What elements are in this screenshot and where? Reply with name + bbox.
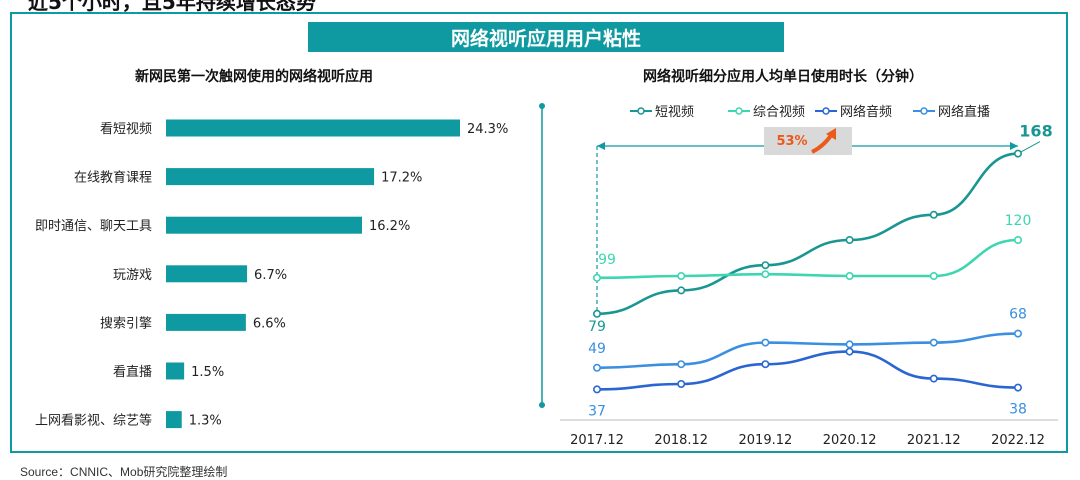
bar-category-label: 在线教育课程 bbox=[74, 170, 152, 186]
bar-value-label: 6.6% bbox=[253, 316, 286, 331]
series-line bbox=[596, 238, 1019, 280]
growth-bracket-arrow-left bbox=[597, 142, 605, 150]
series-data-label: 120 bbox=[1005, 213, 1032, 229]
data-point bbox=[1013, 236, 1022, 245]
series-data-label: 79 bbox=[588, 319, 606, 335]
series-data-label: 38 bbox=[1009, 402, 1027, 418]
content-frame bbox=[10, 12, 1068, 453]
data-point bbox=[677, 360, 686, 369]
bar-category-label: 搜索引擎 bbox=[100, 316, 152, 331]
data-point bbox=[761, 261, 770, 270]
source-note: Source：CNNIC、Mob研究院整理绘制 bbox=[20, 465, 228, 479]
data-point bbox=[1013, 149, 1022, 158]
bar-category-label: 即时通信、聊天工具 bbox=[35, 219, 152, 234]
x-tick-label: 2017.12 bbox=[570, 433, 624, 448]
bar bbox=[166, 119, 460, 137]
bar-value-label: 1.3% bbox=[189, 414, 222, 429]
data-point bbox=[929, 374, 938, 383]
divider-dot-bottom bbox=[539, 402, 545, 408]
data-point bbox=[592, 385, 601, 394]
legend-label: 短视频 bbox=[655, 105, 694, 120]
series-data-label: 49 bbox=[588, 341, 606, 357]
bar bbox=[166, 411, 182, 429]
series-line bbox=[596, 350, 1019, 391]
bar-category-label: 玩游戏 bbox=[113, 268, 152, 283]
bar-value-label: 1.5% bbox=[191, 365, 224, 380]
series-data-label: 37 bbox=[588, 403, 606, 419]
data-point bbox=[761, 338, 770, 347]
data-point bbox=[677, 286, 686, 295]
bar-category-label: 看直播 bbox=[113, 364, 152, 380]
x-tick-label: 2020.12 bbox=[823, 433, 877, 448]
data-point bbox=[677, 379, 686, 388]
legend-label: 网络直播 bbox=[938, 104, 990, 120]
data-point bbox=[929, 338, 938, 347]
series-line bbox=[596, 332, 1019, 370]
right-chart-title: 网络视听细分应用人均单日使用时长（分钟） bbox=[643, 69, 923, 85]
series-data-label: 99 bbox=[598, 252, 616, 268]
bar-value-label: 6.7% bbox=[254, 268, 287, 283]
series-line bbox=[596, 152, 1019, 316]
bar bbox=[166, 216, 362, 234]
growth-annotation-label: 53% bbox=[776, 134, 807, 149]
left-chart-title: 新网民第一次触网使用的网络视听应用 bbox=[135, 69, 373, 85]
x-tick-label: 2018.12 bbox=[654, 433, 708, 448]
end-label-leader bbox=[1017, 141, 1041, 155]
bar bbox=[166, 362, 185, 380]
data-point bbox=[761, 270, 770, 279]
data-point bbox=[1013, 383, 1022, 392]
bar-value-label: 16.2% bbox=[369, 219, 410, 234]
legend-label: 网络音频 bbox=[840, 104, 892, 120]
bar bbox=[166, 265, 248, 283]
x-tick-label: 2021.12 bbox=[907, 433, 961, 448]
growth-bracket-arrow-right bbox=[1010, 142, 1018, 150]
legend-marker bbox=[920, 107, 928, 115]
bar-value-label: 24.3% bbox=[467, 122, 508, 137]
data-point bbox=[845, 347, 854, 356]
series-data-label: 168 bbox=[1019, 122, 1052, 141]
data-point bbox=[592, 309, 601, 318]
growth-annotation-box bbox=[764, 127, 852, 155]
bar-category-label: 上网看影视、综艺等 bbox=[35, 413, 152, 429]
data-point bbox=[929, 210, 938, 219]
bar bbox=[166, 168, 375, 186]
legend-marker bbox=[637, 107, 645, 115]
series-data-label: 68 bbox=[1009, 307, 1027, 323]
data-point bbox=[845, 340, 854, 349]
data-point bbox=[677, 271, 686, 280]
data-point bbox=[592, 363, 601, 372]
data-point bbox=[761, 360, 770, 369]
divider-dot-top bbox=[539, 103, 545, 109]
data-point bbox=[845, 236, 854, 245]
growth-arrow-head bbox=[826, 128, 836, 140]
bar-category-label: 看短视频 bbox=[100, 121, 152, 137]
data-point bbox=[929, 271, 938, 280]
x-tick-label: 2019.12 bbox=[739, 433, 793, 448]
section-banner: 网络视听应用用户粘性 bbox=[308, 22, 784, 52]
bar bbox=[166, 313, 246, 331]
legend-marker bbox=[735, 107, 743, 115]
top-title-fragment: 近5个小时，且5年持续增长态势 bbox=[28, 0, 316, 14]
data-point bbox=[1013, 329, 1022, 338]
legend-label: 综合视频 bbox=[753, 105, 805, 120]
data-point bbox=[845, 271, 854, 280]
x-tick-label: 2022.12 bbox=[991, 433, 1045, 448]
bar-value-label: 17.2% bbox=[381, 171, 422, 186]
data-point bbox=[592, 273, 601, 282]
legend-marker bbox=[822, 107, 830, 115]
